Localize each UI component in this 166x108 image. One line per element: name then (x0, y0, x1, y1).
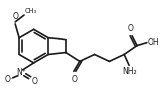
Text: O: O (72, 75, 78, 84)
Text: N⁺: N⁺ (16, 68, 26, 77)
Text: O: O (12, 12, 18, 21)
Text: O: O (127, 24, 133, 33)
Text: O⁻: O⁻ (5, 75, 15, 84)
Text: OH: OH (148, 38, 160, 47)
Text: NH₂: NH₂ (122, 67, 136, 76)
Text: CH₃: CH₃ (25, 8, 37, 14)
Text: O: O (32, 77, 38, 86)
